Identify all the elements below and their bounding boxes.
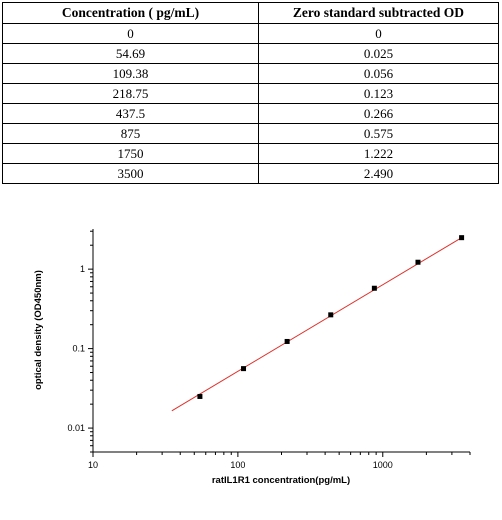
data-point [459,235,465,241]
concentration-cell: 218.75 [2,83,259,104]
y-tick-label: 1 [80,264,85,274]
data-points-layer [197,235,465,399]
data-point [284,338,290,344]
x-tick-label: 1000 [373,460,393,470]
data-point [415,259,421,265]
data-point [371,285,377,291]
table-row: 3500 2.490 [2,163,499,184]
x-axis-title: ratIL1R1 concentration(pg/mL) [212,475,350,486]
x-tick-label: 100 [230,460,245,470]
data-point [241,366,247,372]
data-point [328,312,334,318]
table-row: 218.75 0.123 [2,83,499,104]
fit-line [171,237,462,412]
x-tick-label: 10 [88,460,98,470]
fit-line-layer [171,237,462,412]
data-point [197,393,203,399]
table-row: 875 0.575 [2,123,499,144]
od-cell: 2.490 [258,163,499,184]
standard-data-table: Concentration ( pg/mL) Zero standard sub… [2,2,499,184]
y-axis-title: optical density (OD450nm) [33,270,44,390]
y-tick-label: 0.01 [67,423,85,433]
y-tick-label: 0.1 [72,344,85,354]
chart-axes: 10 100 1000 0.01 0.1 1 [67,229,471,470]
